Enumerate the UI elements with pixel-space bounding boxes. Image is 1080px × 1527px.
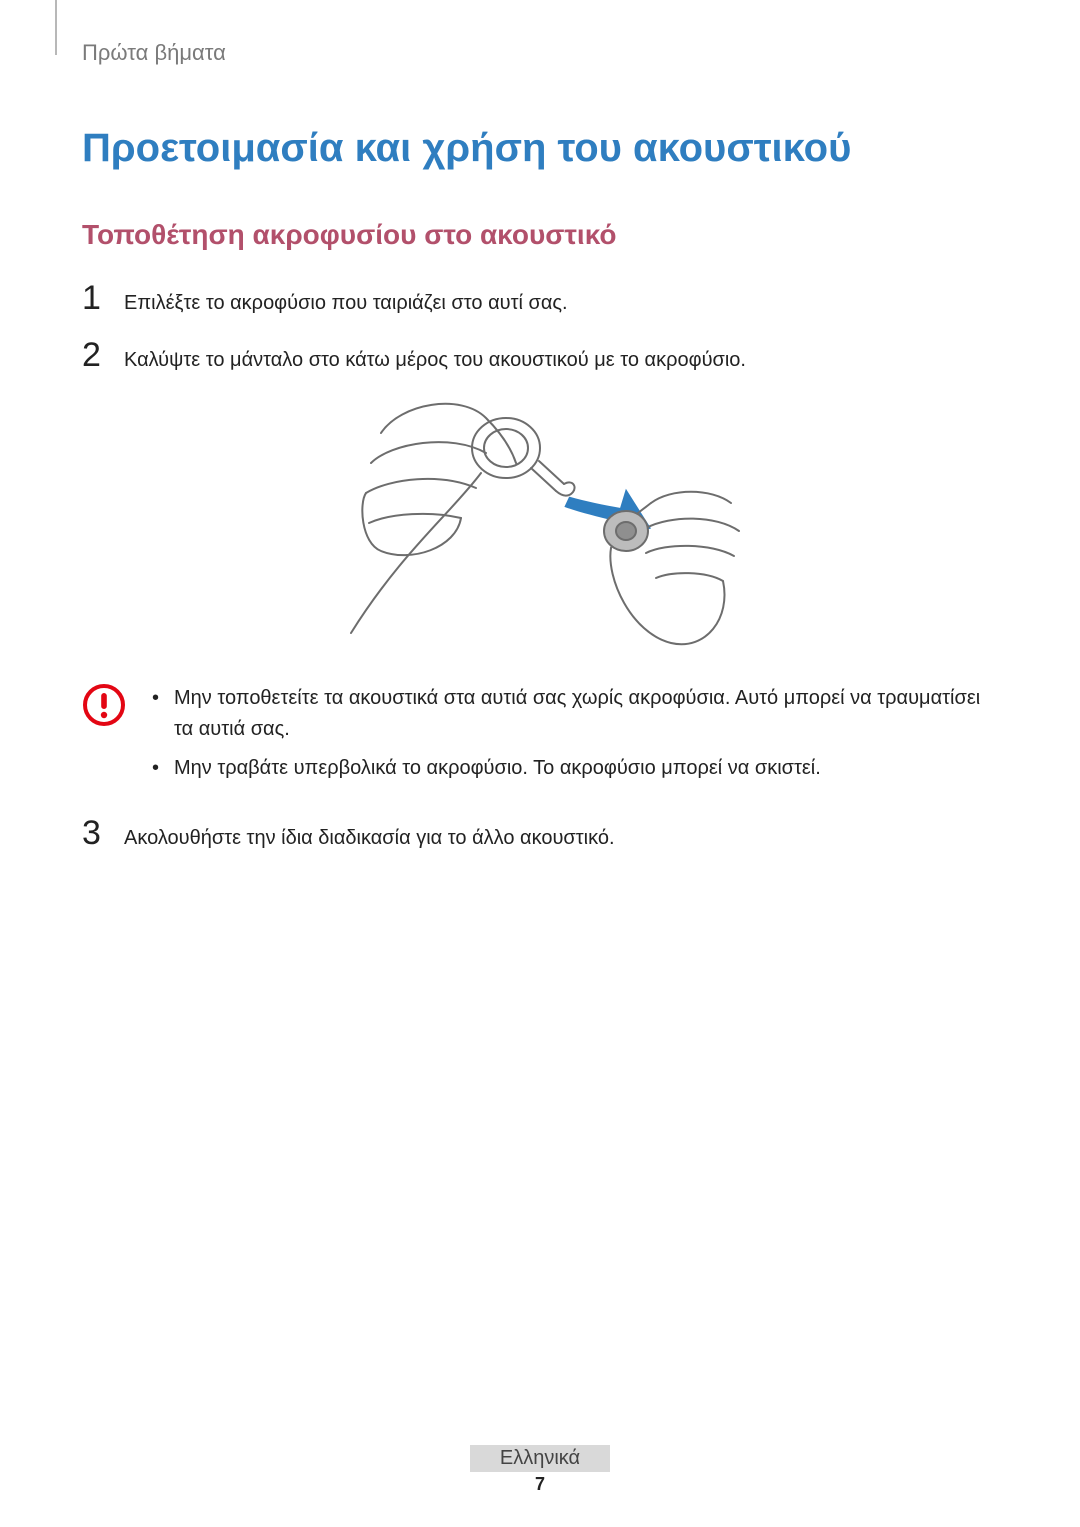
step-text: Επιλέξτε το ακροφύσιο που ταιριάζει στο … bbox=[124, 289, 568, 317]
chapter-label: Πρώτα βήματα bbox=[82, 40, 1000, 66]
section-title: Τοποθέτηση ακροφυσίου στο ακουστικό bbox=[82, 219, 1000, 251]
step-text: Ακολουθήστε την ίδια διαδικασία για το ά… bbox=[124, 824, 615, 852]
footer-language: Ελληνικά bbox=[470, 1445, 610, 1472]
warning-item: Μην τραβάτε υπερβολικά το ακροφύσιο. Το … bbox=[152, 753, 1000, 784]
step-number: 2 bbox=[82, 336, 108, 375]
step-number: 3 bbox=[82, 814, 108, 853]
side-rule bbox=[55, 0, 57, 55]
warning-item: Μην τοποθετείτε τα ακουστικά στα αυτιά σ… bbox=[152, 683, 1000, 745]
instruction-figure bbox=[82, 393, 1000, 653]
caution-icon bbox=[82, 683, 126, 727]
page-content: Πρώτα βήματα Προετοιμασία και χρήση του … bbox=[82, 40, 1000, 871]
page-title: Προετοιμασία και χρήση του ακουστικού bbox=[82, 126, 1000, 171]
step-number: 1 bbox=[82, 279, 108, 318]
step-row: 1 Επιλέξτε το ακροφύσιο που ταιριάζει στ… bbox=[82, 279, 1000, 318]
warning-block: Μην τοποθετείτε τα ακουστικά στα αυτιά σ… bbox=[82, 683, 1000, 792]
eartip-assembly-illustration bbox=[311, 393, 771, 653]
step-text: Καλύψτε το μάνταλο στο κάτω μέρος του ακ… bbox=[124, 346, 746, 374]
step-row: 2 Καλύψτε το μάνταλο στο κάτω μέρος του … bbox=[82, 336, 1000, 375]
footer-page-number: 7 bbox=[0, 1474, 1080, 1495]
page-footer: Ελληνικά 7 bbox=[0, 1445, 1080, 1495]
step-row: 3 Ακολουθήστε την ίδια διαδικασία για το… bbox=[82, 814, 1000, 853]
warning-list: Μην τοποθετείτε τα ακουστικά στα αυτιά σ… bbox=[152, 683, 1000, 792]
